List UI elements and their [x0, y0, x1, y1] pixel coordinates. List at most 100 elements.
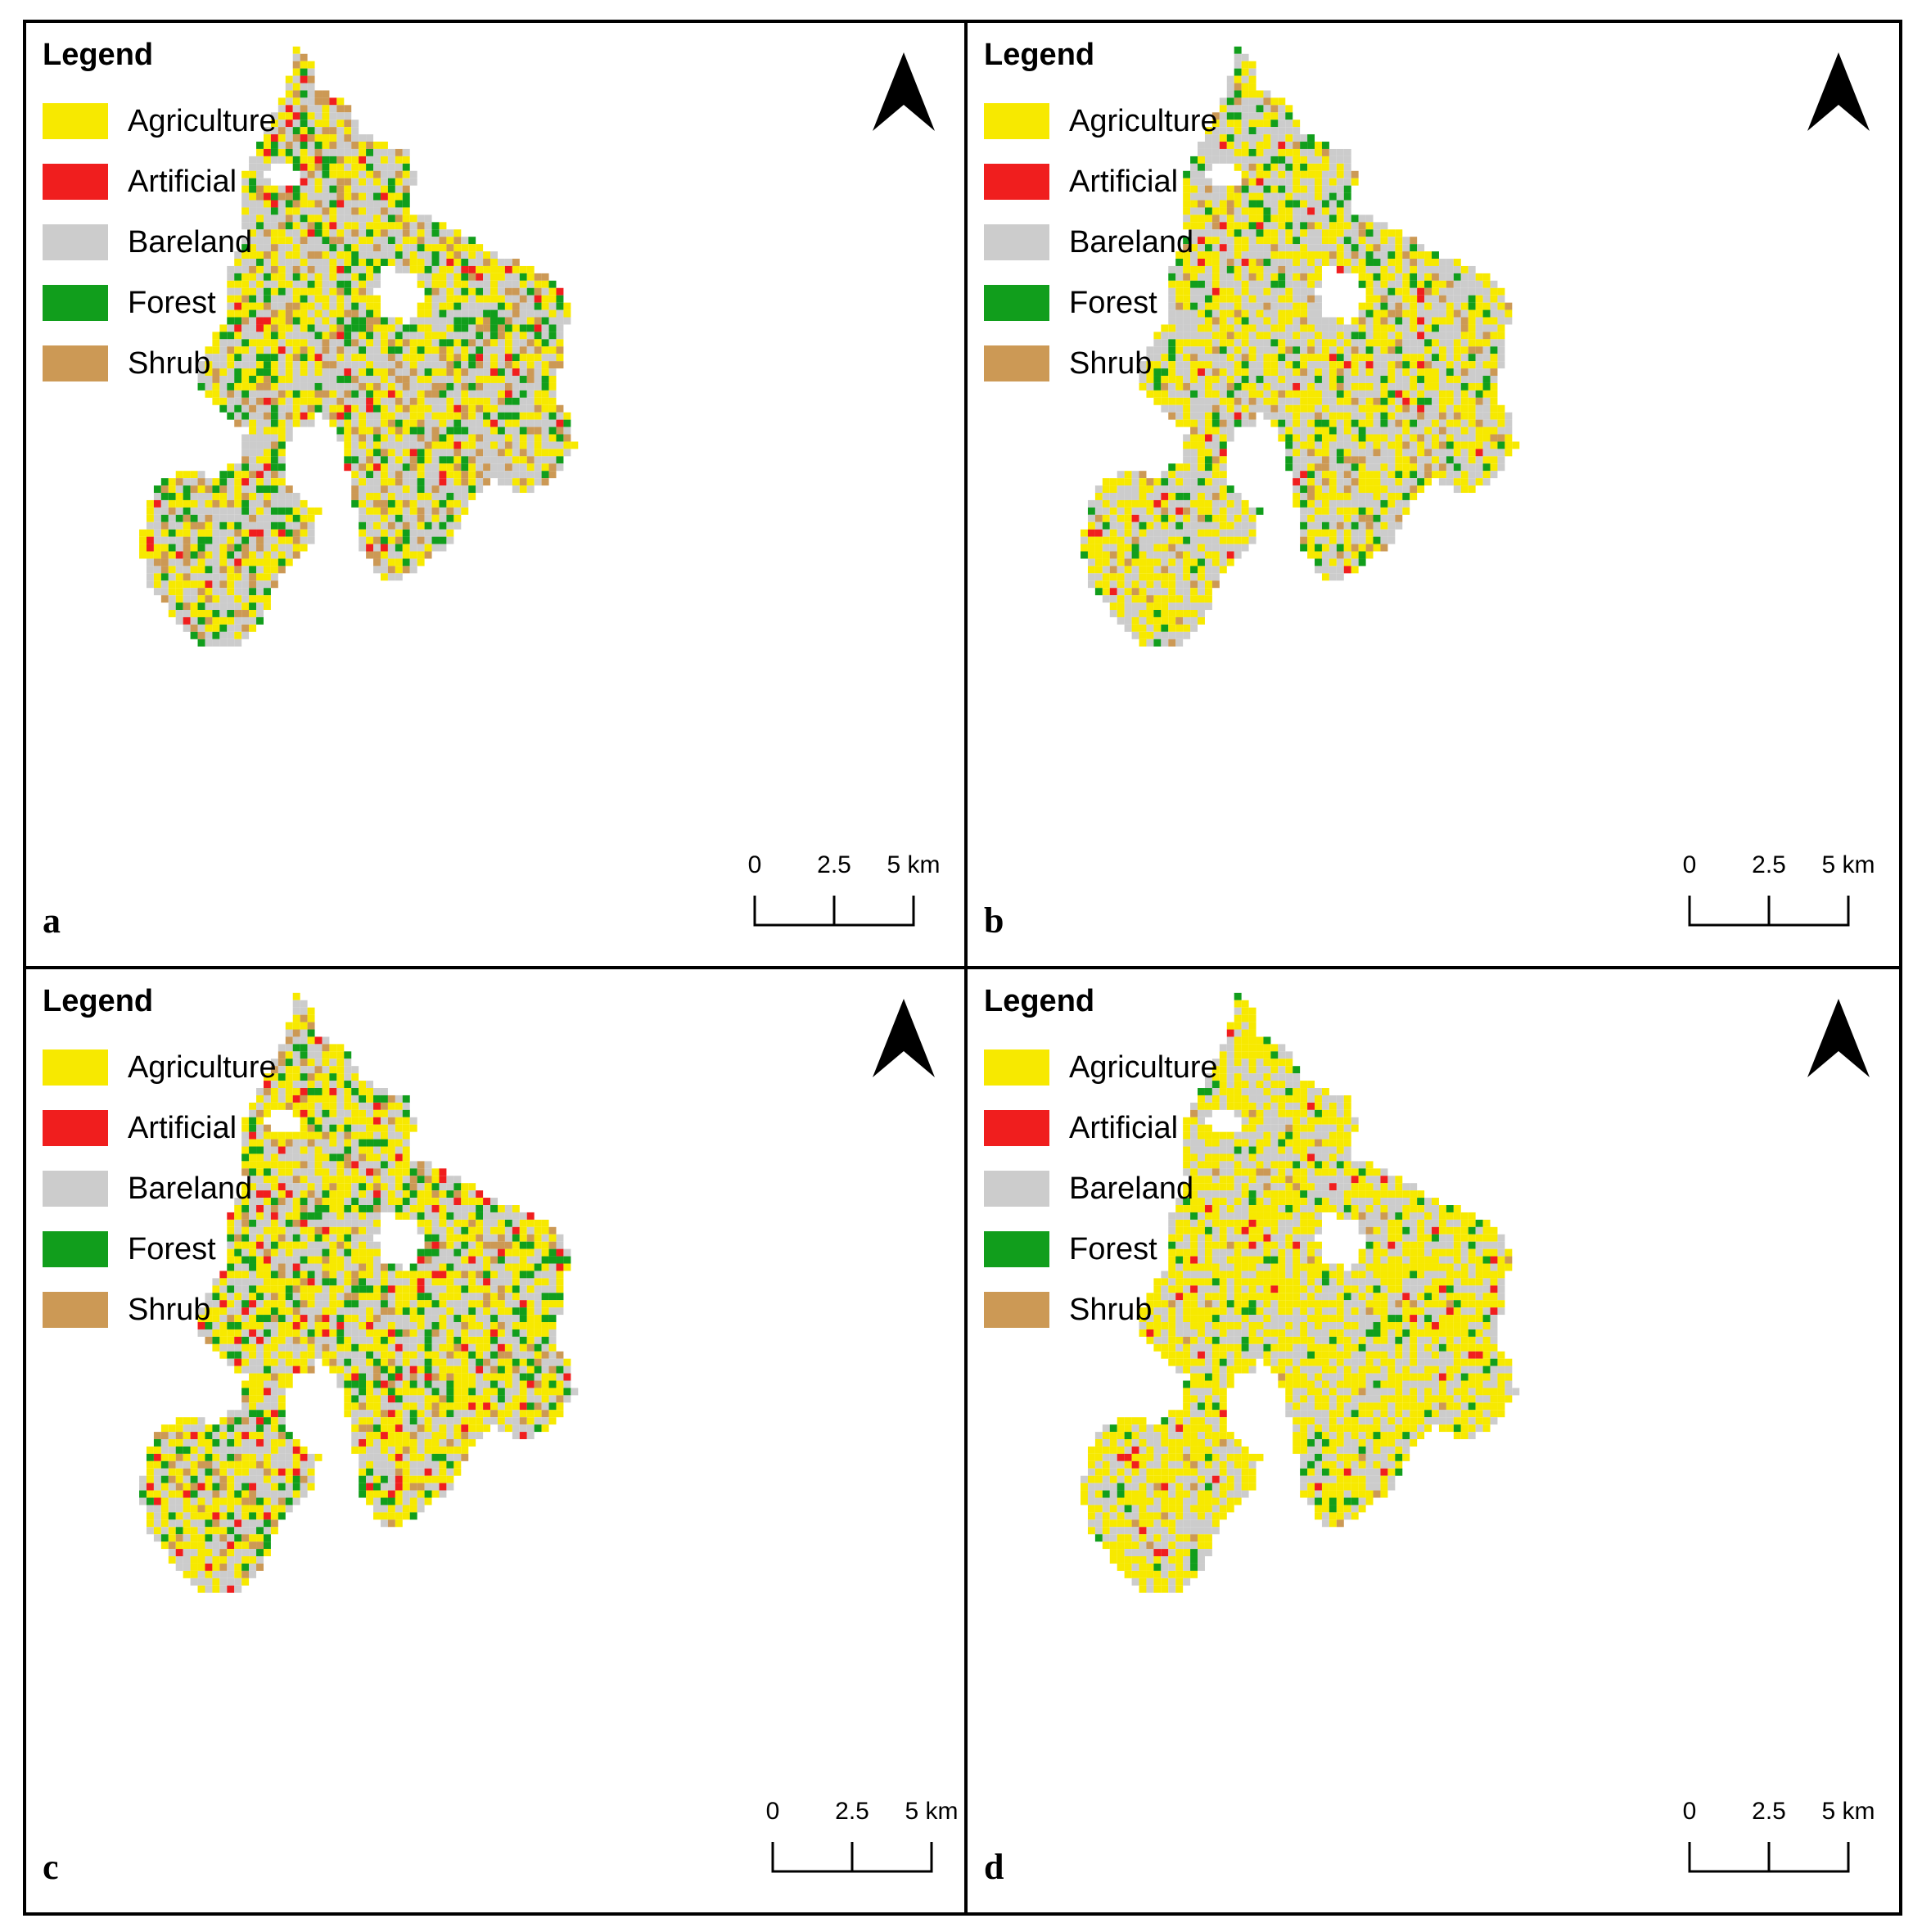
land-cover-cell	[205, 566, 213, 574]
land-cover-cell	[359, 1095, 367, 1103]
land-cover-cell	[1365, 493, 1374, 500]
land-cover-cell	[1395, 339, 1403, 347]
land-cover-cell	[461, 404, 469, 413]
land-cover-cell	[1219, 127, 1227, 135]
land-cover-cell	[344, 441, 352, 449]
land-cover-cell	[1270, 222, 1279, 230]
land-cover-cell	[1161, 404, 1169, 413]
land-cover-cell	[1285, 376, 1293, 383]
land-cover-cell	[153, 499, 161, 508]
land-cover-cell	[461, 302, 469, 310]
land-cover-cell	[1460, 361, 1469, 369]
land-cover-cell	[336, 178, 345, 186]
land-cover-cell	[534, 346, 542, 354]
land-cover-cell	[387, 463, 395, 472]
land-cover-cell	[1219, 207, 1227, 215]
land-cover-cell	[1211, 287, 1220, 296]
land-cover-cell	[1453, 427, 1461, 435]
land-cover-cell	[1183, 361, 1191, 369]
land-cover-cell	[1387, 529, 1396, 537]
land-cover-cell	[241, 471, 250, 479]
land-cover-cell	[1198, 595, 1205, 603]
land-cover-cell	[183, 507, 191, 515]
land-cover-cell	[336, 127, 345, 135]
land-cover-cell	[1438, 419, 1446, 427]
land-cover-cell	[263, 521, 271, 530]
land-cover-cell	[1256, 90, 1264, 98]
land-cover-cell	[1410, 295, 1418, 303]
land-cover-cell	[1417, 471, 1425, 479]
land-cover-cell	[453, 339, 462, 347]
land-cover-cell	[329, 280, 337, 288]
land-cover-cell	[1219, 499, 1227, 508]
land-cover-cell	[1475, 397, 1483, 405]
land-cover-cell	[1241, 105, 1249, 113]
land-cover-cell	[263, 419, 271, 427]
land-cover-cell	[1175, 514, 1184, 522]
land-cover-cell	[1329, 514, 1337, 522]
land-cover-cell	[1234, 376, 1242, 383]
land-cover-cell	[1395, 471, 1403, 479]
land-cover-cell	[468, 434, 476, 442]
land-cover-cell	[270, 265, 278, 273]
land-cover-cell	[468, 485, 476, 494]
land-cover-cell	[373, 449, 381, 457]
land-cover-cell	[1475, 354, 1483, 362]
land-cover-cell	[1336, 229, 1344, 237]
land-cover-cell	[556, 324, 564, 332]
land-cover-cell	[439, 354, 447, 362]
land-cover-cell	[1497, 346, 1505, 354]
land-cover-cell	[556, 346, 564, 354]
land-cover-cell	[1343, 200, 1351, 208]
land-cover-cell	[307, 536, 315, 544]
land-cover-cell	[1124, 566, 1132, 574]
land-cover-cell	[534, 427, 542, 435]
land-cover-cell	[1446, 441, 1454, 449]
land-cover-cell	[1343, 566, 1351, 574]
land-cover-cell	[241, 566, 250, 574]
land-cover-cell	[1241, 90, 1249, 98]
land-cover-cell	[1248, 112, 1257, 120]
land-cover-cell	[322, 280, 330, 288]
land-cover-cell	[1300, 280, 1308, 288]
land-cover-cell	[1432, 273, 1439, 281]
land-cover-cell	[1256, 229, 1264, 237]
land-cover-cell	[1183, 404, 1191, 413]
land-cover-cell	[1278, 361, 1286, 369]
land-cover-cell	[1234, 97, 1242, 106]
land-cover-cell	[1343, 551, 1351, 559]
land-cover-cell	[1373, 434, 1381, 442]
land-cover-cell	[300, 1066, 308, 1074]
land-cover-cell	[1373, 507, 1381, 515]
land-cover-cell	[424, 280, 432, 288]
land-cover-cell	[1293, 142, 1301, 149]
land-cover-cell	[1270, 302, 1279, 310]
land-cover-cell	[1373, 485, 1381, 494]
land-cover-cell	[1358, 412, 1366, 420]
land-cover-cell	[160, 507, 169, 515]
land-cover-cell	[373, 163, 381, 171]
land-cover-cell	[1117, 493, 1125, 500]
land-cover-cell	[446, 485, 454, 494]
land-cover-cell	[1402, 478, 1410, 486]
land-cover-cell	[395, 573, 403, 581]
land-cover-cell	[212, 558, 220, 567]
land-cover-cell	[1438, 302, 1446, 310]
land-cover-cell	[256, 566, 264, 574]
land-cover-cell	[1315, 376, 1322, 383]
land-cover-cell	[1146, 616, 1154, 625]
land-cover-cell	[439, 456, 447, 464]
land-cover-cell	[1226, 214, 1234, 223]
land-cover-cell	[314, 324, 323, 332]
land-cover-cell	[263, 588, 271, 596]
land-cover-cell	[519, 280, 527, 288]
land-cover-cell	[336, 120, 345, 128]
legend-label: Shrub	[128, 345, 211, 381]
land-cover-cell	[307, 105, 315, 113]
land-cover-cell	[366, 251, 374, 260]
land-cover-cell	[1198, 603, 1205, 611]
land-cover-cell	[387, 237, 395, 245]
land-cover-cell	[212, 507, 220, 515]
land-cover-cell	[453, 397, 462, 405]
land-cover-cell	[1336, 237, 1344, 245]
